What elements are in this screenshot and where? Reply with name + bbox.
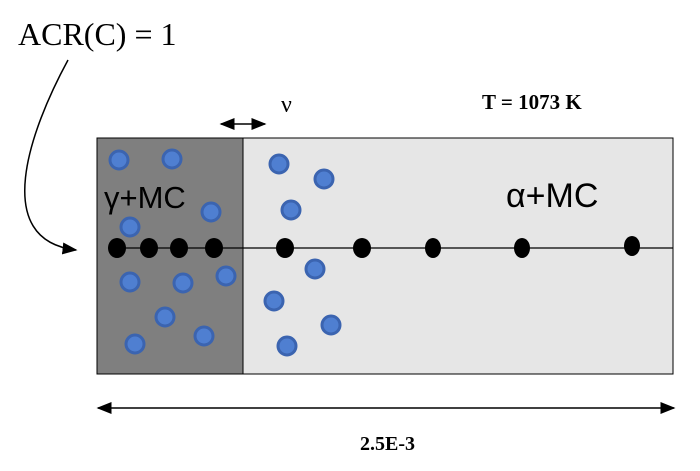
temperature-label: T = 1073 K xyxy=(482,90,582,114)
velocity-label: ν xyxy=(281,92,292,118)
alpha-region xyxy=(242,137,674,375)
condition-label: ACR(C) = 1 xyxy=(18,16,177,52)
left-phase-label: γ+MC xyxy=(104,180,186,215)
boundary-particles xyxy=(108,236,640,258)
right-phase-label: α+MC xyxy=(506,177,598,215)
pointer-arrow xyxy=(24,59,78,255)
length-label: 2.5E-3 xyxy=(360,433,415,455)
carbide-particles xyxy=(108,148,342,357)
